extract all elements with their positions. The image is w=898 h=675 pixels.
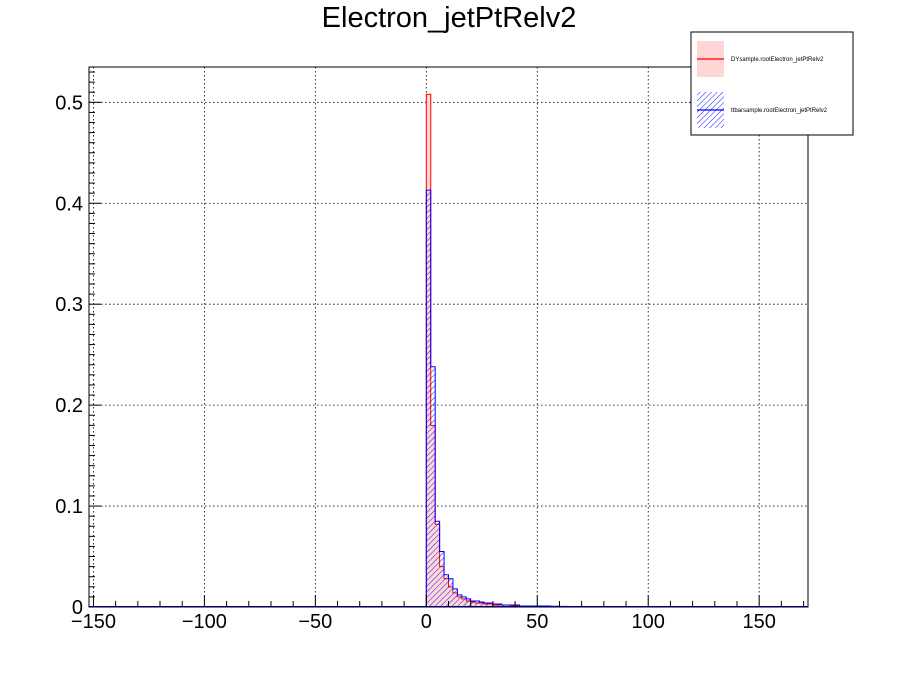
x-tick-label: 100: [632, 611, 665, 633]
histogram-bar: [492, 603, 498, 607]
histogram-bar: [444, 574, 449, 607]
y-tick-label: 0.3: [55, 294, 83, 316]
histogram-bar: [479, 601, 485, 607]
x-tick-label: 50: [526, 611, 548, 633]
histogram-bar: [426, 190, 431, 607]
histogram-bar: [506, 604, 511, 607]
x-tick-label: 0: [421, 611, 432, 633]
histogram-outline: [89, 93, 808, 608]
histogram-bar: [501, 604, 507, 607]
y-tick-label: 0.5: [55, 92, 83, 114]
y-tick-label: 0.4: [55, 193, 83, 215]
y-tick-label: 0.2: [55, 395, 83, 417]
histogram-bar: [510, 604, 516, 607]
histogram-bar: [475, 600, 480, 607]
histogram-bar: [435, 521, 440, 607]
y-tick-label: 0: [72, 597, 83, 619]
histogram-bar: [484, 602, 489, 607]
histogram-bar: [497, 603, 502, 607]
histogram-bar: [439, 551, 445, 607]
histogram-bar: [448, 578, 453, 607]
histogram-bar: [452, 588, 458, 607]
histogram-bar: [457, 594, 462, 607]
x-tick-label: −100: [182, 611, 227, 633]
plot-frame: [88, 66, 809, 608]
histogram-outline: [89, 189, 808, 608]
histogram-bar: [515, 604, 520, 607]
y-tick-label: 0.1: [55, 496, 83, 518]
histogram-bar: [488, 602, 493, 607]
histogram-bar: [430, 366, 436, 607]
histogram-bar: [470, 600, 476, 607]
histogram-bar: [466, 598, 471, 607]
x-tick-label: −50: [298, 611, 332, 633]
series-1: [89, 189, 808, 608]
series-0: [89, 93, 808, 608]
x-tick-label: −150: [71, 611, 116, 633]
x-tick-label: 150: [742, 611, 775, 633]
histogram-bar: [461, 596, 467, 607]
legend-label: DYsample.rootElectron_jetPtRelv2: [731, 57, 824, 63]
legend-label: ttbarsample.rootElectron_jetPtRelv2: [731, 108, 828, 114]
chart-title: Electron_jetPtRelv2: [321, 2, 577, 34]
